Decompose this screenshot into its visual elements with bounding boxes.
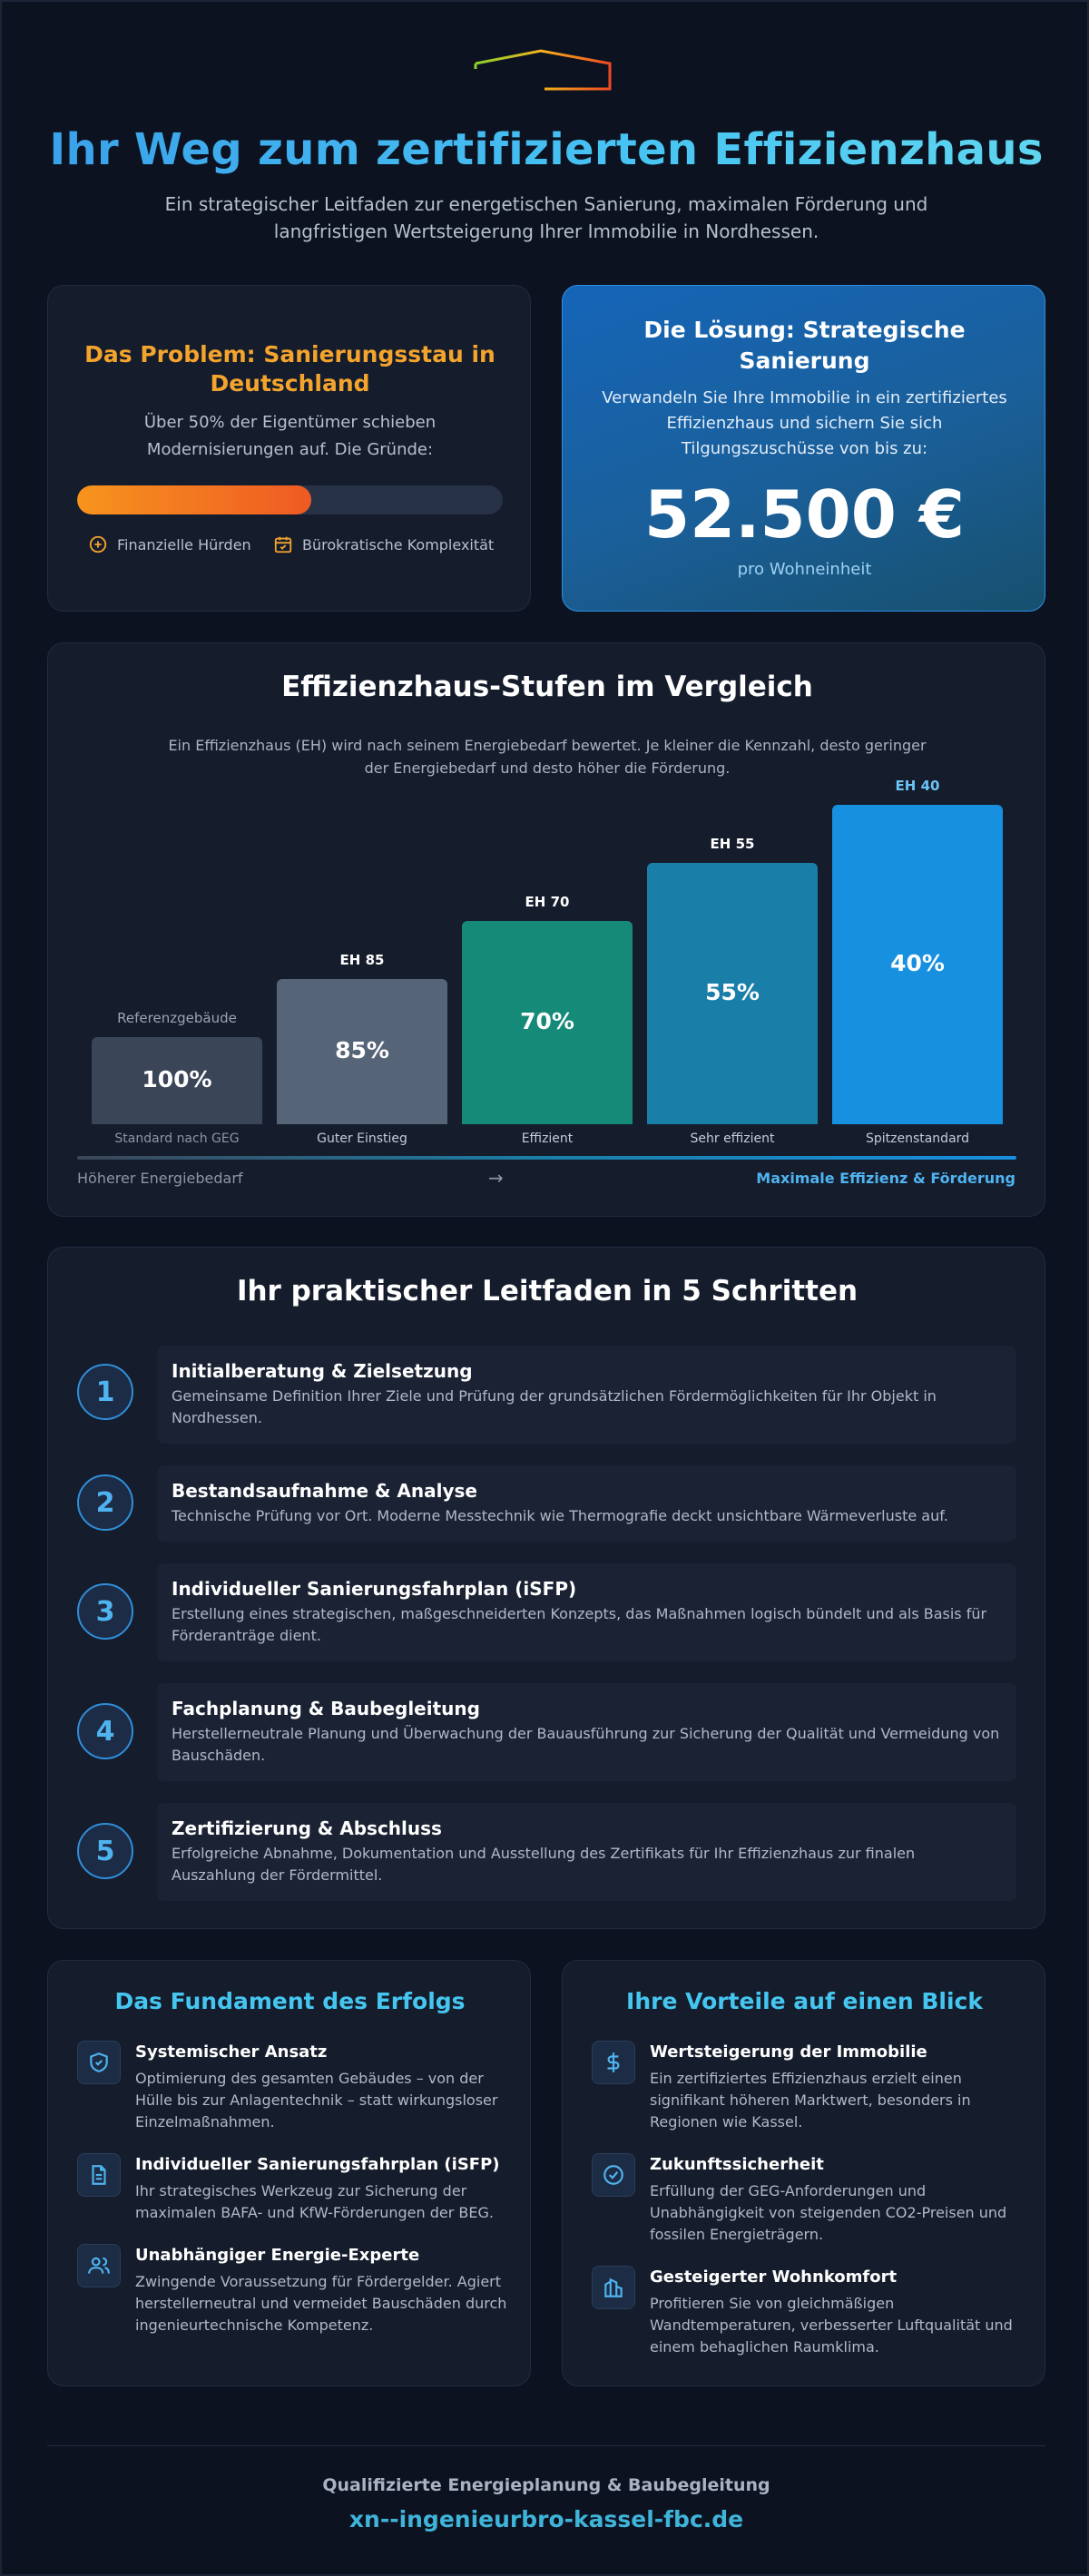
step-item: Zertifizierung & Abschluss Erfolgreiche …: [157, 1803, 1016, 1901]
step-text: Erfolgreiche Abnahme, Dokumentation und …: [172, 1845, 916, 1884]
building-icon: [592, 2266, 635, 2309]
chart-bar: 85%: [277, 979, 447, 1124]
step-title: Fachplanung & Baubegleitung: [172, 1698, 480, 1719]
solution-card: Die Lösung: Strategische Sanierung Verwa…: [562, 285, 1045, 612]
chart-bar: 70%: [462, 921, 633, 1124]
feature-title: Unabhängiger Energie-Experte: [135, 2246, 420, 2265]
solution-text: Verwandeln Sie Ihre Immobilie in ein zer…: [602, 388, 1007, 458]
chart-axis-line: [77, 1156, 1016, 1160]
step-number: 1: [77, 1364, 133, 1420]
page-title: Ihr Weg zum zertifizierten Effizienzhaus: [49, 124, 1044, 175]
check-circle-icon: [592, 2153, 635, 2197]
solution-amount: 52.500 €: [643, 476, 965, 553]
step-text: Erstellung eines strategischen, maßgesch…: [172, 1605, 987, 1644]
step-text: Gemeinsame Definition Ihrer Ziele und Pr…: [172, 1387, 937, 1426]
step-title: Initialberatung & Zielsetzung: [172, 1360, 473, 1382]
benefit-text: Erfüllung der GEG-Anforderungen und Unab…: [650, 2182, 1007, 2243]
coins-icon: [89, 535, 107, 553]
bar-level-label: EH 85: [339, 952, 385, 968]
problem-card: Das Problem: Sanierungsstau in Deutschla…: [47, 285, 531, 612]
chart-bar: 100%: [92, 1037, 262, 1124]
bar-value-label: 85%: [335, 1037, 389, 1063]
reason-financial: Finanzielle Hürden: [88, 534, 251, 554]
users-icon: [77, 2244, 121, 2287]
bar-level-label: EH 70: [525, 894, 570, 910]
problem-progress-bar: [77, 485, 503, 514]
step-item: Bestandsaufnahme & Analyse Technische Pr…: [157, 1465, 1016, 1542]
bar-level-label: Referenzgebäude: [117, 1010, 237, 1026]
bar-value-label: 70%: [520, 1008, 574, 1034]
footer-tagline: Qualifizierte Energieplanung & Baubeglei…: [322, 2475, 770, 2495]
bar-category-label: Guter Einstieg: [317, 1131, 407, 1146]
bar-value-label: 40%: [890, 950, 945, 976]
step-number: 5: [77, 1823, 133, 1879]
step-title: Zertifizierung & Abschluss: [172, 1817, 442, 1839]
shield-check-icon: [77, 2041, 121, 2084]
step-number: 4: [77, 1703, 133, 1759]
benefit-text: Profitieren Sie von gleichmäßigen Wandte…: [650, 2295, 1013, 2356]
step-item: Fachplanung & Baubegleitung Herstellerne…: [157, 1683, 1016, 1781]
step-number: 3: [77, 1583, 133, 1640]
benefit-title: Zukunftssicherheit: [650, 2155, 824, 2174]
house-roof-logo-icon: [474, 49, 612, 91]
bar-value-label: 100%: [142, 1066, 212, 1092]
bar-level-label: EH 40: [895, 778, 940, 794]
chart-bar: 55%: [647, 863, 818, 1124]
dollar-icon: [592, 2041, 635, 2084]
step-title: Individueller Sanierungsfahrplan (iSFP): [172, 1578, 577, 1600]
bar-level-label: EH 55: [710, 836, 755, 852]
axis-right-label: Maximale Effizienz & Förderung: [756, 1170, 1015, 1187]
comparison-subtitle: Ein Effizienzhaus (EH) wird nach seinem …: [168, 737, 927, 777]
arrow-right-icon: →: [488, 1167, 504, 1189]
comparison-title: Effizienzhaus-Stufen im Vergleich: [281, 671, 813, 703]
benefit-title: Gesteigerter Wohnkomfort: [650, 2267, 898, 2287]
feature-text: Optimierung des gesamten Gebäudes – von …: [135, 2070, 498, 2130]
problem-progress-fill: [77, 485, 311, 514]
reason-bureaucracy: Bürokratische Komplexität: [273, 534, 494, 554]
bar-category-label: Standard nach GEG: [114, 1131, 240, 1146]
step-text: Herstellerneutrale Planung und Überwachu…: [172, 1725, 1000, 1764]
problem-text: Über 50% der Eigentümer schieben Moderni…: [143, 413, 437, 459]
axis-left-label: Höherer Energiebedarf: [77, 1170, 243, 1187]
footer-website-link[interactable]: xn--ingenieurbro-kassel-fbc.de: [348, 2506, 744, 2532]
step-item: Initialberatung & Zielsetzung Gemeinsame…: [157, 1346, 1016, 1444]
bar-value-label: 55%: [705, 979, 760, 1005]
solution-title: Die Lösung: Strategische Sanierung: [643, 317, 966, 374]
feature-title: Individueller Sanierungsfahrplan (iSFP): [135, 2155, 500, 2174]
feature-title: Systemischer Ansatz: [135, 2042, 328, 2062]
foundation-title: Das Fundament des Erfolgs: [114, 1988, 466, 2014]
benefits-title: Ihre Vorteile auf einen Blick: [626, 1988, 983, 2014]
problem-title: Das Problem: Sanierungsstau in Deutschla…: [84, 341, 495, 397]
foundation-card: Das Fundament des Erfolgs Systemischer A…: [47, 1960, 531, 2386]
reason-label: Finanzielle Hürden: [117, 535, 251, 553]
bar-category-label: Sehr effizient: [690, 1131, 775, 1146]
bar-category-label: Spitzenstandard: [865, 1131, 970, 1146]
calendar-check-icon: [274, 536, 292, 553]
footer-divider: [47, 2445, 1045, 2446]
feature-text: Zwingende Voraussetzung für Fördergelder…: [135, 2273, 507, 2334]
step-item: Individueller Sanierungsfahrplan (iSFP) …: [157, 1563, 1016, 1661]
bar-category-label: Effizient: [521, 1131, 574, 1146]
page-subtitle: Ein strategischer Leitfaden zur energeti…: [164, 193, 928, 242]
solution-unit: pro Wohneinheit: [737, 560, 872, 579]
comparison-card: Effizienzhaus-Stufen im Vergleich Ein Ef…: [47, 642, 1045, 1217]
step-number: 2: [77, 1474, 133, 1531]
steps-card: Ihr praktischer Leitfaden in 5 Schritten…: [47, 1247, 1045, 1929]
document-icon: [77, 2153, 121, 2197]
steps-title: Ihr praktischer Leitfaden in 5 Schritten: [236, 1275, 858, 1308]
step-title: Bestandsaufnahme & Analyse: [172, 1480, 477, 1502]
feature-text: Ihr strategisches Werkzeug zur Sicherung…: [135, 2182, 494, 2221]
chart-bar: 40%: [832, 805, 1003, 1124]
benefit-text: Ein zertifiziertes Effizienzhaus erzielt…: [650, 2070, 971, 2130]
reason-label: Bürokratische Komplexität: [302, 535, 495, 553]
benefits-card: Ihre Vorteile auf einen Blick Wertsteige…: [562, 1960, 1045, 2386]
benefit-title: Wertsteigerung der Immobilie: [650, 2042, 927, 2062]
step-text: Technische Prüfung vor Ort. Moderne Mess…: [172, 1507, 948, 1524]
